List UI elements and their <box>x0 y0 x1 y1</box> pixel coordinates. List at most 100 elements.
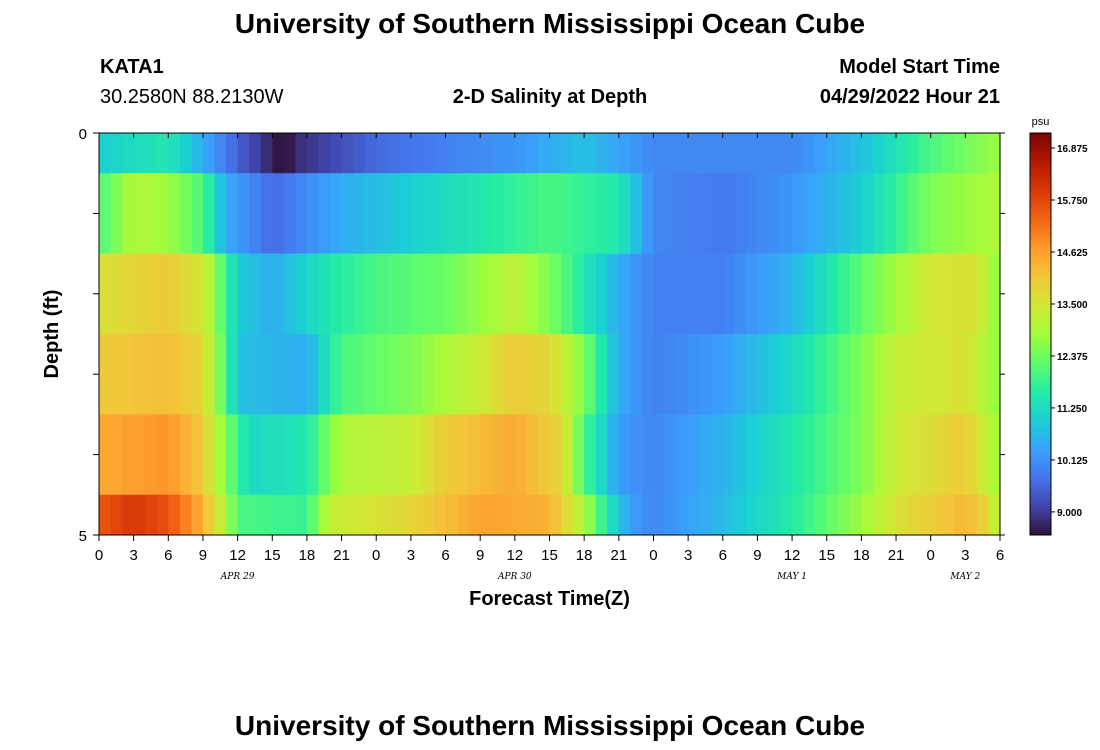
heatmap-cell <box>849 253 862 335</box>
heatmap-cell <box>896 253 909 335</box>
heatmap-cell <box>757 253 770 335</box>
heatmap-cell <box>387 494 400 536</box>
heatmap-cell <box>676 494 689 536</box>
heatmap-cell <box>953 173 966 254</box>
heatmap-cell <box>214 253 227 335</box>
heatmap-cell <box>306 253 320 335</box>
colorbar-tick-label: 13.500 <box>1057 300 1088 311</box>
heatmap-cell <box>433 414 447 496</box>
heatmap-cell <box>849 133 862 174</box>
heatmap-cell <box>641 334 655 415</box>
heatmap-cell <box>572 494 585 536</box>
heatmap-cell <box>561 334 574 415</box>
heatmap-cell <box>688 494 701 536</box>
heatmap-cell <box>861 494 874 536</box>
heatmap-cell <box>445 334 458 415</box>
heatmap-cell <box>526 173 539 254</box>
heatmap-cell <box>341 414 354 496</box>
heatmap-cell <box>641 414 655 496</box>
heatmap-cell <box>514 133 527 174</box>
heatmap-cell <box>815 494 828 536</box>
heatmap-cell <box>410 334 424 415</box>
heatmap-cell <box>226 414 239 496</box>
heatmap-cell <box>422 173 435 254</box>
heatmap-cell <box>792 133 805 174</box>
heatmap-cell <box>272 414 285 496</box>
heatmap-cell <box>122 253 135 335</box>
heatmap-cell <box>249 173 262 254</box>
heatmap-cell <box>145 494 158 536</box>
heatmap-cell <box>99 414 112 496</box>
heatmap-cell <box>526 414 539 496</box>
heatmap-cell <box>387 133 400 174</box>
heatmap-cell <box>422 334 435 415</box>
heatmap-cell <box>364 494 377 536</box>
heatmap-cell <box>919 253 932 335</box>
heatmap-cell <box>930 253 943 335</box>
heatmap-cell <box>965 173 978 254</box>
heatmap-cell <box>468 133 481 174</box>
heatmap-cell <box>896 414 909 496</box>
heatmap-cell <box>330 414 343 496</box>
heatmap-cell <box>422 494 435 536</box>
heatmap-cell <box>306 414 320 496</box>
colorbar-tick-label: 16.875 <box>1057 144 1088 155</box>
heatmap-cell <box>745 253 759 335</box>
heatmap-cell <box>179 494 193 536</box>
heatmap-cell <box>780 253 793 335</box>
heatmap-cell <box>803 133 816 174</box>
heatmap-cell <box>630 173 643 254</box>
heatmap-cell <box>584 173 597 254</box>
heatmap-cell <box>191 334 204 415</box>
heatmap-cell <box>561 133 574 174</box>
heatmap-cell <box>734 414 747 496</box>
heatmap-cell <box>318 414 331 496</box>
heatmap-cell <box>168 133 181 174</box>
heatmap-cell <box>156 334 169 415</box>
heatmap-cell <box>665 133 678 174</box>
heatmap-cell <box>641 173 655 254</box>
heatmap-cell <box>780 494 793 536</box>
heatmap-cell <box>745 334 759 415</box>
heatmap-cell <box>537 173 551 254</box>
heatmap-cell <box>283 494 296 536</box>
heatmap-cell <box>145 334 158 415</box>
heatmap-cell <box>433 334 447 415</box>
heatmap-cell <box>191 133 204 174</box>
heatmap-cell <box>792 414 805 496</box>
heatmap-cell <box>376 173 389 254</box>
heatmap-cell <box>376 494 389 536</box>
heatmap-cell <box>930 133 943 174</box>
heatmap-cell <box>110 253 123 335</box>
heatmap-cell <box>237 494 250 536</box>
heatmap-cell <box>549 494 562 536</box>
heatmap-cell <box>861 253 874 335</box>
heatmap-cell <box>249 253 262 335</box>
heatmap-cell <box>676 334 689 415</box>
heatmap-cell <box>768 173 782 254</box>
heatmap-cell <box>988 253 1001 335</box>
heatmap-cell <box>930 173 943 254</box>
heatmap-cell <box>503 133 516 174</box>
x-tick-label: 15 <box>264 547 281 564</box>
heatmap-cell <box>815 334 828 415</box>
heatmap-cell <box>295 253 308 335</box>
heatmap-cell <box>480 253 493 335</box>
heatmap-cell <box>618 334 631 415</box>
heatmap-cell <box>272 173 285 254</box>
heatmap-cell <box>561 253 574 335</box>
heatmap-cell <box>595 253 608 335</box>
heatmap-cell <box>815 414 828 496</box>
heatmap-cell <box>919 494 932 536</box>
heatmap-cell <box>202 253 216 335</box>
heatmap-cell <box>422 414 435 496</box>
heatmap-cell <box>699 253 712 335</box>
heatmap-cell <box>699 133 712 174</box>
heatmap-cell <box>156 173 169 254</box>
x-tick-label: 0 <box>372 547 380 564</box>
heatmap-cell <box>491 414 504 496</box>
heatmap-cell <box>202 494 216 536</box>
heatmap-cell <box>537 494 551 536</box>
x-axis-label: Forecast Time(Z) <box>469 588 630 610</box>
